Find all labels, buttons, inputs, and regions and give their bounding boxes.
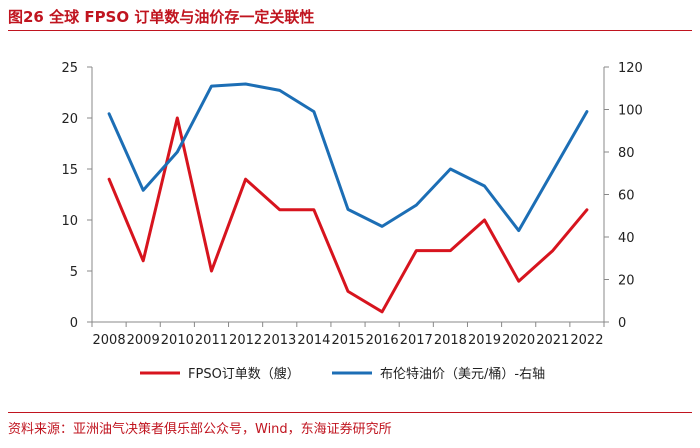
- x-tick-label: 2011: [195, 333, 228, 348]
- chart-title: 图26 全球 FPSO 订单数与油价存一定关联性: [8, 8, 315, 26]
- x-tick-label: 2014: [297, 333, 330, 348]
- legend-label-brent: 布伦特油价（美元/桶）-右轴: [380, 367, 545, 382]
- x-tick-label: 2013: [263, 333, 296, 348]
- source-rule: [8, 412, 692, 413]
- right-tick-label: 40: [618, 231, 635, 246]
- legend-label-fpso: FPSO订单数（艘）: [188, 366, 300, 382]
- left-tick-label: 20: [61, 112, 78, 127]
- right-tick-label: 120: [618, 61, 643, 76]
- left-tick-label: 15: [61, 163, 78, 178]
- x-tick-label: 2012: [229, 333, 262, 348]
- x-tick-label: 2019: [468, 333, 501, 348]
- fpso-orders-line: [107, 116, 589, 314]
- x-tick-label: 2017: [400, 333, 433, 348]
- title-rule: [8, 30, 692, 31]
- x-tick-label: 2018: [434, 333, 467, 348]
- source-note: 资料来源：亚洲油气决策者俱乐部公众号，Wind，东海证券研究所: [8, 422, 392, 437]
- left-tick-label: 5: [70, 265, 78, 280]
- x-tick-label: 2016: [366, 333, 399, 348]
- x-tick-label: 2009: [127, 333, 160, 348]
- left-tick-label: 0: [70, 316, 78, 331]
- right-tick-label: 60: [618, 189, 635, 204]
- right-tick-label: 80: [618, 146, 635, 161]
- x-tick-label: 2008: [93, 333, 126, 348]
- brent-oil-price-line: [107, 82, 589, 233]
- right-tick-label: 20: [618, 274, 635, 289]
- left-tick-label: 25: [61, 61, 78, 76]
- left-tick-label: 10: [61, 214, 78, 229]
- right-tick-label: 100: [618, 104, 643, 119]
- x-tick-label: 2015: [331, 333, 364, 348]
- x-tick-label: 2020: [502, 333, 535, 348]
- x-tick-label: 2010: [161, 333, 194, 348]
- x-tick-label: 2021: [536, 333, 569, 348]
- right-tick-label: 0: [618, 316, 626, 331]
- x-tick-label: 2022: [570, 333, 603, 348]
